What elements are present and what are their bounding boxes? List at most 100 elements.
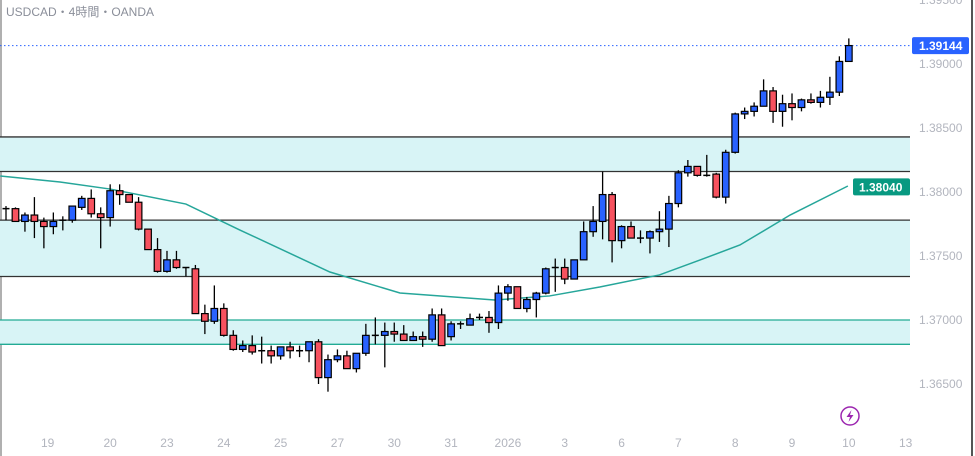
candle bbox=[617, 225, 626, 249]
candle bbox=[163, 250, 171, 273]
candle-body bbox=[816, 96, 825, 103]
candle-body bbox=[712, 173, 721, 198]
candle bbox=[750, 102, 759, 117]
lightning-icon[interactable] bbox=[840, 406, 860, 426]
candle-body bbox=[769, 90, 777, 112]
candle-body bbox=[115, 190, 124, 196]
candle bbox=[560, 258, 569, 285]
time-tick-label: 30 bbox=[388, 436, 402, 450]
candle bbox=[248, 335, 257, 355]
candle bbox=[258, 336, 266, 364]
candle-body bbox=[504, 286, 512, 294]
candle bbox=[219, 303, 228, 337]
candle-body bbox=[380, 330, 389, 336]
time-tick-label: 20 bbox=[103, 436, 117, 450]
time-tick-label: 25 bbox=[274, 436, 288, 450]
candle-body bbox=[570, 259, 579, 280]
last-price-badge: 1.39144 bbox=[912, 37, 969, 55]
last-price-label: 1.39144 bbox=[919, 39, 963, 53]
candle bbox=[361, 323, 370, 356]
candle bbox=[636, 230, 644, 244]
candle-body bbox=[134, 201, 143, 230]
time-tick-label: 23 bbox=[160, 436, 174, 450]
zone-fill bbox=[0, 136, 910, 172]
candle bbox=[305, 341, 313, 363]
candle bbox=[825, 76, 834, 105]
candle-body bbox=[494, 292, 503, 324]
candle-body bbox=[409, 336, 418, 342]
candle-body bbox=[655, 228, 664, 233]
candle-body bbox=[163, 259, 171, 272]
candle bbox=[11, 207, 20, 223]
candle-body bbox=[352, 352, 361, 370]
candle bbox=[504, 284, 512, 301]
candle bbox=[191, 264, 200, 315]
candle bbox=[296, 345, 304, 358]
candle bbox=[788, 93, 796, 121]
candle-body bbox=[276, 346, 285, 357]
candle bbox=[2, 206, 10, 221]
candle-body bbox=[96, 213, 105, 219]
candle bbox=[200, 304, 209, 335]
candle bbox=[522, 296, 531, 313]
time-tick-label: 7 bbox=[675, 436, 682, 450]
candle-body bbox=[238, 345, 247, 351]
price-tick-label: 1.39500 bbox=[919, 0, 963, 7]
candle-body bbox=[324, 359, 332, 379]
candle bbox=[106, 184, 115, 227]
candle-body bbox=[835, 60, 844, 93]
zone-fill bbox=[0, 320, 910, 345]
candle-body bbox=[314, 341, 323, 379]
candle-body bbox=[305, 341, 313, 352]
candle-body bbox=[731, 113, 740, 153]
time-tick-label: 8 bbox=[732, 436, 739, 450]
candle-body bbox=[77, 197, 86, 208]
candle bbox=[476, 313, 483, 320]
candle-body bbox=[617, 225, 626, 242]
candle bbox=[343, 350, 351, 370]
candle-body bbox=[560, 266, 569, 280]
candle bbox=[371, 317, 379, 345]
price-axis[interactable]: 1.39500 1.39000 1.38500 1.38000 1.37500 1.370… bbox=[919, 0, 963, 391]
support-resistance-zones bbox=[0, 136, 910, 345]
candle-body bbox=[825, 91, 834, 98]
candle-body bbox=[172, 259, 181, 269]
candle bbox=[532, 291, 541, 318]
candle-body bbox=[466, 318, 474, 326]
candle bbox=[115, 184, 124, 205]
candle bbox=[570, 259, 579, 280]
candle bbox=[844, 38, 853, 63]
candle-body bbox=[210, 307, 219, 322]
candle-body bbox=[522, 298, 531, 310]
time-axis[interactable]: 19 20 23 24 25 27 30 31 2026 3 6 7 8 9 10 13 bbox=[41, 436, 913, 450]
candle-body bbox=[485, 316, 493, 324]
candle bbox=[693, 165, 702, 177]
candle bbox=[125, 193, 134, 203]
candle bbox=[816, 90, 825, 108]
price-tick-label: 1.38500 bbox=[919, 121, 963, 135]
candle bbox=[144, 228, 152, 251]
time-tick-label: 27 bbox=[331, 436, 345, 450]
candle-body bbox=[87, 197, 96, 215]
time-tick-label: 2026 bbox=[495, 436, 522, 450]
candle-body bbox=[778, 103, 787, 112]
candle-body bbox=[219, 307, 228, 336]
candle-body bbox=[428, 314, 437, 340]
candle bbox=[276, 346, 285, 360]
time-tick-label: 31 bbox=[444, 436, 458, 450]
candle bbox=[740, 107, 749, 120]
candle bbox=[238, 340, 247, 352]
candle-body bbox=[788, 103, 796, 109]
candle-body bbox=[68, 205, 77, 221]
price-tick-label: 1.36500 bbox=[919, 377, 963, 391]
candle bbox=[598, 171, 607, 240]
time-tick-label: 24 bbox=[217, 436, 231, 450]
candle-body bbox=[11, 208, 20, 223]
candle bbox=[352, 352, 361, 373]
candle bbox=[627, 221, 635, 239]
candle bbox=[87, 189, 96, 218]
candle-body bbox=[286, 346, 294, 352]
candle-body bbox=[390, 330, 399, 335]
candle-body bbox=[608, 193, 616, 242]
